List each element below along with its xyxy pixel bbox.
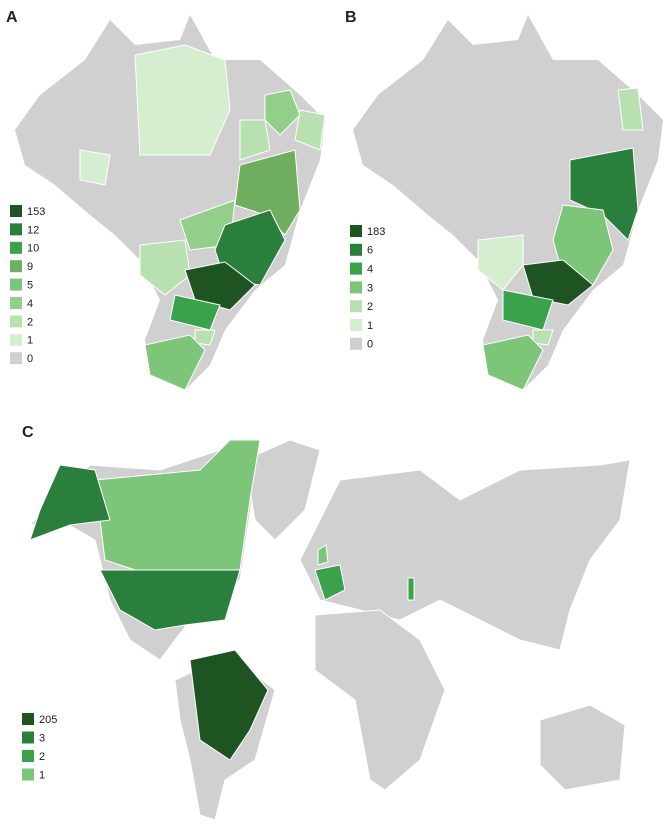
country bbox=[407, 577, 415, 601]
legend-swatch bbox=[10, 241, 22, 254]
region bbox=[184, 261, 256, 311]
country bbox=[94, 439, 261, 581]
legend-swatch bbox=[10, 223, 22, 236]
country bbox=[314, 564, 346, 601]
legend-label: 10 bbox=[27, 243, 39, 255]
legend-swatch bbox=[350, 337, 362, 350]
legend-swatch bbox=[22, 713, 34, 725]
legend-label: 153 bbox=[27, 206, 45, 218]
region bbox=[569, 147, 639, 241]
region bbox=[294, 109, 326, 151]
region bbox=[139, 239, 191, 296]
landmass bbox=[539, 704, 626, 791]
region bbox=[532, 329, 554, 346]
region bbox=[144, 334, 206, 391]
legend-swatch bbox=[10, 315, 22, 328]
legend-swatch bbox=[10, 333, 22, 346]
legend-label: 4 bbox=[367, 264, 373, 276]
country bbox=[29, 464, 111, 541]
panel-label: A bbox=[6, 9, 18, 26]
legend-label: 1 bbox=[27, 335, 33, 347]
region bbox=[214, 209, 286, 286]
country bbox=[189, 649, 269, 761]
landmass bbox=[299, 459, 631, 651]
legend-label: 6 bbox=[367, 245, 373, 257]
region bbox=[194, 329, 216, 346]
legend-label: 3 bbox=[39, 732, 45, 744]
legend-swatch bbox=[10, 260, 22, 273]
legend-swatch bbox=[350, 319, 362, 331]
legend-label: 4 bbox=[27, 298, 33, 310]
panel-label: C bbox=[22, 424, 34, 441]
legend-swatch bbox=[350, 243, 362, 256]
legend-swatch bbox=[350, 262, 362, 275]
panel-label: B bbox=[345, 9, 357, 26]
country bbox=[99, 569, 241, 631]
landmass bbox=[244, 439, 321, 541]
region bbox=[79, 149, 111, 186]
legend-swatch bbox=[10, 297, 22, 309]
region bbox=[482, 334, 544, 391]
legend-swatch bbox=[350, 300, 362, 313]
legend-label: 1 bbox=[367, 320, 373, 332]
legend-label: 1 bbox=[39, 769, 45, 781]
legend-swatch bbox=[10, 352, 22, 365]
legend-swatch bbox=[10, 278, 22, 291]
legend-label: 183 bbox=[367, 226, 385, 238]
legend: 205 3 2 1 bbox=[22, 713, 57, 781]
country bbox=[317, 544, 329, 566]
legend-label: 0 bbox=[27, 353, 33, 365]
legend-swatch bbox=[22, 750, 34, 762]
landmass bbox=[314, 609, 446, 791]
legend-label: 3 bbox=[367, 282, 373, 294]
legend-label: 205 bbox=[39, 714, 57, 726]
region bbox=[239, 119, 271, 161]
legend: 183 6 4 3 2 1 0 bbox=[350, 225, 385, 351]
legend-swatch bbox=[22, 731, 34, 744]
region bbox=[477, 234, 524, 291]
region bbox=[134, 44, 231, 156]
legend-label: 2 bbox=[39, 751, 45, 763]
legend-label: 5 bbox=[27, 280, 33, 292]
legend-swatch bbox=[350, 225, 362, 237]
region bbox=[234, 149, 301, 236]
region bbox=[264, 89, 301, 136]
legend-swatch bbox=[350, 281, 362, 294]
legend-label: 12 bbox=[27, 224, 39, 236]
legend-label: 2 bbox=[367, 301, 373, 313]
legend-label: 9 bbox=[27, 261, 33, 273]
panel-c: C 205 3 2 1 bbox=[22, 424, 631, 821]
panel-b: B 183 6 4 3 2 1 0 bbox=[345, 9, 663, 391]
legend-label: 2 bbox=[27, 316, 33, 328]
legend-label: 0 bbox=[367, 339, 373, 351]
legend-swatch bbox=[22, 768, 34, 781]
legend-swatch bbox=[10, 205, 22, 217]
region bbox=[617, 87, 644, 131]
region bbox=[522, 259, 594, 306]
